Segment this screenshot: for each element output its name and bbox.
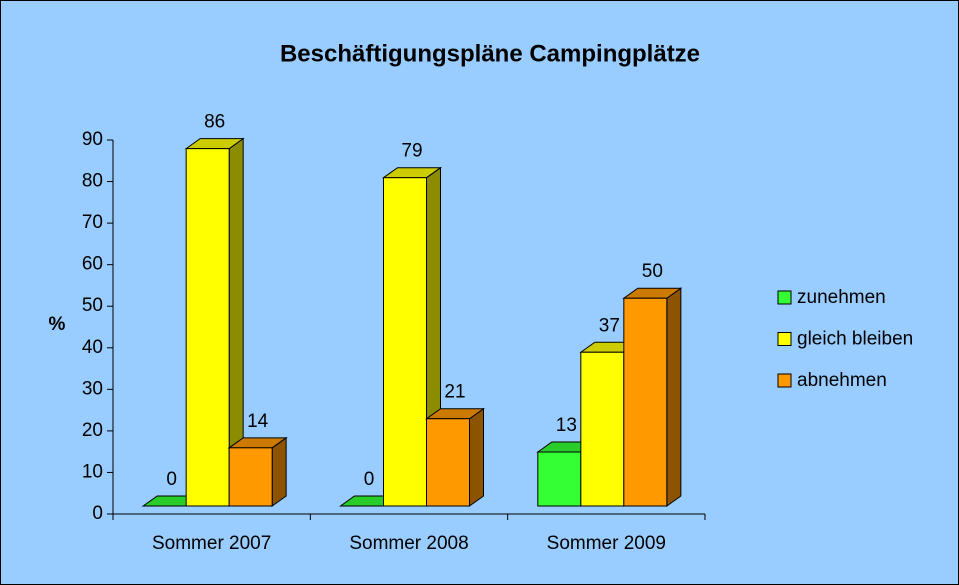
legend-swatch <box>777 332 792 346</box>
y-tick-label: 30 <box>82 378 103 399</box>
x-tick-label: Sommer 2009 <box>547 533 666 554</box>
bar-face <box>383 177 427 507</box>
bar-face <box>469 407 484 507</box>
y-tick-label: 0 <box>92 503 103 524</box>
y-tick-label: 50 <box>82 295 103 316</box>
bar <box>622 287 683 507</box>
legend-swatch <box>777 373 792 388</box>
y-axis-label: % <box>49 314 66 335</box>
x-tick-label: Sommer 2008 <box>349 533 468 554</box>
bar <box>227 436 288 507</box>
data-label: 37 <box>599 315 620 336</box>
bar-face <box>426 418 470 507</box>
data-label: 13 <box>556 415 577 436</box>
data-label: 0 <box>166 469 177 490</box>
data-label: 86 <box>204 112 225 133</box>
bar-face <box>623 297 668 507</box>
data-label: 79 <box>401 141 422 162</box>
legend-label: abnehmen <box>797 370 887 391</box>
y-tick-label: 90 <box>82 129 103 150</box>
bar-face <box>185 148 230 507</box>
bar <box>424 407 486 507</box>
x-tick-label: Sommer 2007 <box>152 533 271 554</box>
chart-title: Beschäftigungspläne Campingplätze <box>280 40 700 67</box>
data-label: 14 <box>247 411 269 432</box>
legend-swatch <box>777 290 792 305</box>
y-tick-label: 80 <box>82 171 103 192</box>
y-tick-label: 40 <box>82 337 103 358</box>
bar-face <box>580 351 625 507</box>
legend-label: gleich bleiben <box>797 329 913 350</box>
y-tick-label: 10 <box>82 461 103 482</box>
bar-face <box>666 287 682 507</box>
y-tick-label: 70 <box>82 212 103 233</box>
bar-face <box>537 451 582 507</box>
y-tick-label: 60 <box>82 254 103 275</box>
bar-face <box>271 436 287 507</box>
legend-label: zunehmen <box>797 287 886 308</box>
data-label: 50 <box>642 261 663 282</box>
bar <box>184 137 245 507</box>
bar-face <box>228 447 273 507</box>
data-label: 0 <box>364 469 375 490</box>
y-tick-label: 20 <box>82 420 103 441</box>
data-label: 21 <box>444 382 465 403</box>
